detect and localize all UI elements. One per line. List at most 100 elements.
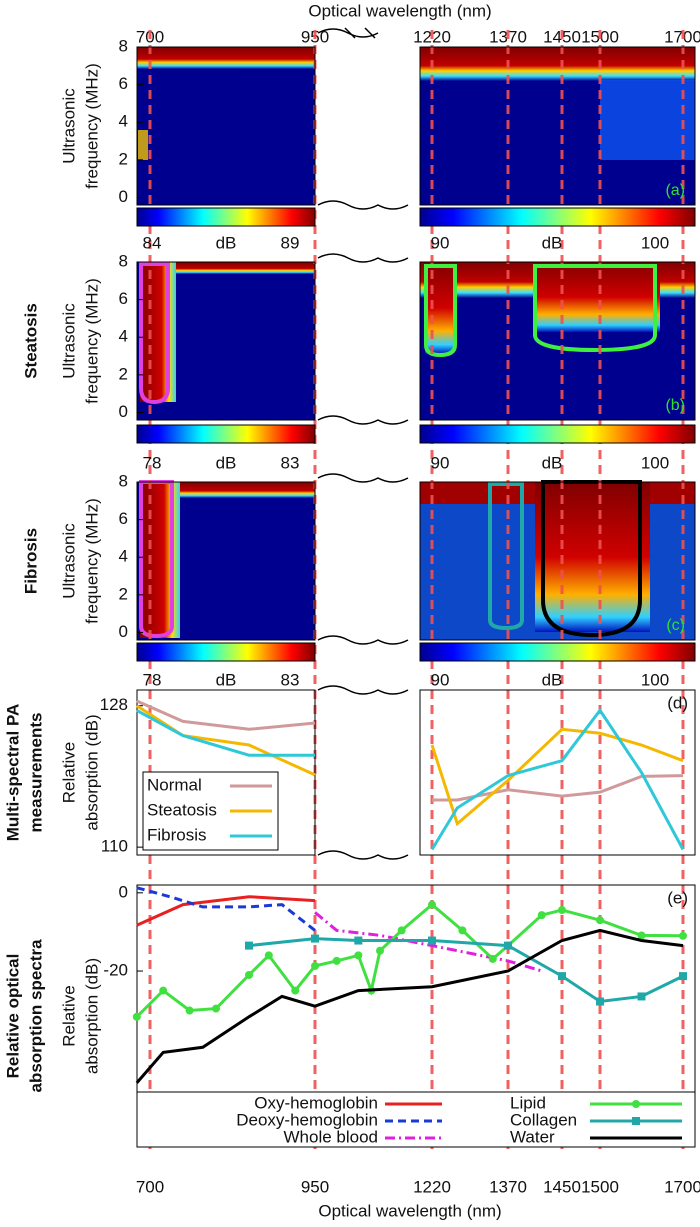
heatmap-images bbox=[137, 27, 695, 860]
point bbox=[504, 941, 512, 950]
y-tick-label: 4 bbox=[119, 547, 128, 566]
y-tick-label: 6 bbox=[119, 289, 128, 308]
y-axis-title: Relative bbox=[59, 985, 78, 1046]
legend-marker bbox=[632, 1117, 640, 1125]
panel-tag: (b) bbox=[665, 397, 685, 414]
heatmap-band bbox=[160, 482, 315, 498]
plot-frame bbox=[136, 689, 316, 856]
colorbar-label: dB bbox=[542, 453, 563, 472]
y-tick-label: 2 bbox=[119, 364, 128, 383]
heatmap-image bbox=[137, 47, 315, 205]
roi-outline bbox=[488, 482, 524, 631]
series-line bbox=[314, 911, 543, 973]
panel-tag: (c) bbox=[666, 617, 685, 634]
panel-tag: (a) bbox=[665, 182, 685, 199]
heatmap-band bbox=[137, 47, 315, 69]
point bbox=[264, 951, 273, 960]
row-label: measurements bbox=[26, 712, 45, 832]
x-tick-label: 950 bbox=[301, 1177, 329, 1196]
point bbox=[332, 956, 341, 965]
series-line bbox=[136, 699, 684, 802]
plot-frame bbox=[419, 689, 696, 856]
series-line bbox=[136, 895, 316, 927]
y-axis-title: Relative bbox=[59, 742, 78, 803]
point bbox=[354, 936, 363, 945]
legend-label: Steatosis bbox=[147, 800, 217, 819]
y-tick-label: 110 bbox=[101, 837, 128, 856]
legend-label: Normal bbox=[147, 775, 202, 794]
colorbar-tick-label: 100 bbox=[641, 233, 669, 252]
colorbar-label: dB bbox=[542, 233, 563, 252]
x-tick-label: 1450 bbox=[543, 1177, 581, 1196]
heatmap-frame bbox=[136, 481, 316, 641]
y-tick-label: 8 bbox=[119, 251, 128, 270]
heatmap-band bbox=[140, 262, 176, 402]
point bbox=[558, 972, 566, 981]
series-line bbox=[135, 902, 684, 1018]
y-tick-label: 4 bbox=[119, 112, 128, 131]
point bbox=[245, 970, 253, 979]
colorbar-label: dB bbox=[542, 670, 563, 689]
legend-label: Whole blood bbox=[283, 1127, 378, 1146]
colorbar bbox=[419, 424, 696, 444]
heatmap-band bbox=[535, 482, 650, 632]
y-tick-label: 2 bbox=[119, 584, 128, 603]
point bbox=[558, 906, 566, 915]
legend-label: Lipid bbox=[510, 1093, 546, 1112]
point bbox=[354, 951, 363, 960]
y-axis-title: Ultrasonic bbox=[59, 88, 78, 164]
series-line bbox=[135, 928, 684, 1084]
heatmap-band bbox=[165, 262, 315, 274]
colorbar-tick-label: 78 bbox=[143, 453, 162, 472]
point bbox=[291, 986, 300, 995]
heatmap-frame bbox=[419, 261, 696, 421]
colorbar bbox=[136, 207, 316, 227]
point bbox=[428, 936, 436, 945]
point bbox=[596, 916, 604, 925]
colorbar bbox=[419, 207, 696, 227]
heatmap-band bbox=[425, 262, 453, 354]
y-tick-label: 128 bbox=[100, 695, 128, 714]
heatmap-band bbox=[420, 47, 695, 81]
heatmap-band bbox=[535, 262, 660, 332]
colorbar-tick-label: 83 bbox=[281, 670, 300, 689]
axis-breaks bbox=[317, 27, 409, 860]
legend-label: Fibrosis bbox=[147, 825, 207, 844]
colorbar-tick-label: 100 bbox=[641, 453, 669, 472]
roi-outline bbox=[139, 480, 174, 639]
row-label: Multi-spectral PA bbox=[3, 704, 22, 842]
row-label: Steatosis bbox=[21, 303, 40, 379]
point bbox=[397, 926, 406, 935]
y-tick-label: 0 bbox=[119, 882, 128, 901]
point bbox=[488, 954, 497, 963]
y-axis-title: Ultrasonic bbox=[59, 303, 78, 379]
colorbar-tick-label: 78 bbox=[143, 670, 162, 689]
y-axis-title: frequency (MHz) bbox=[82, 63, 101, 189]
point bbox=[637, 992, 646, 1001]
colorbar-tick-label: 84 bbox=[143, 233, 162, 252]
y-tick-label: 4 bbox=[119, 327, 128, 346]
y-tick-label: 8 bbox=[119, 471, 128, 490]
x-tick-label: 1220 bbox=[413, 1177, 451, 1196]
x-axis-title: Optical wavelength (nm) bbox=[318, 1201, 501, 1220]
point bbox=[679, 931, 687, 940]
point bbox=[458, 926, 467, 935]
roi-outline bbox=[424, 264, 457, 358]
y-axis-title: frequency (MHz) bbox=[82, 278, 101, 404]
x-tick-label: 1500 bbox=[581, 1177, 619, 1196]
legend-label: Collagen bbox=[510, 1110, 577, 1129]
point bbox=[159, 986, 168, 995]
legend-label: Water bbox=[510, 1127, 555, 1146]
row-label: Relative optical bbox=[3, 954, 22, 1079]
colorbar-tick-label: 100 bbox=[641, 670, 669, 689]
legend-marker bbox=[632, 1100, 640, 1108]
colorbar-label: dB bbox=[216, 670, 237, 689]
x-tick-label: 1700 bbox=[664, 1177, 700, 1196]
y-tick-label: 8 bbox=[119, 36, 128, 55]
colorbar-tick-label: 89 bbox=[281, 233, 300, 252]
heatmap-frame bbox=[419, 481, 696, 641]
series-line bbox=[135, 704, 684, 827]
row-label: Fibrosis bbox=[21, 528, 40, 594]
y-axis-title: absorption (dB) bbox=[82, 714, 101, 830]
